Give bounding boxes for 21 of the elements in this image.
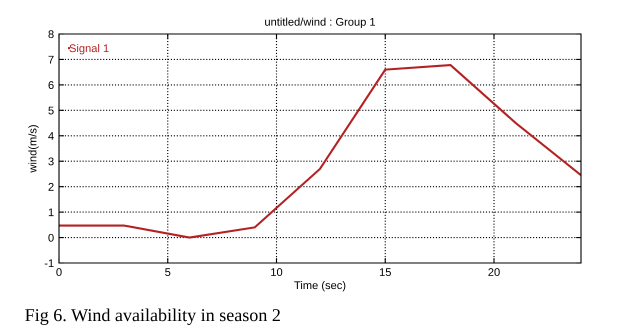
y-tick-label: 7 (48, 56, 54, 64)
x-tick-label: 0 (56, 268, 62, 276)
y-tick-label: -1 (44, 259, 54, 268)
y-tick-label: 4 (48, 132, 54, 140)
x-axis-title: Time (sec) (294, 280, 346, 292)
y-tick-label: 2 (48, 182, 54, 191)
y-tick-label: 1 (48, 208, 54, 216)
caption: Fig 6. Wind availability in season 2 (25, 308, 280, 325)
y-tick-label: 8 (48, 30, 54, 38)
chart-title: untitled/wind : Group 1 (265, 18, 376, 28)
y-tick-label: 0 (48, 234, 54, 242)
line-series (59, 64, 581, 239)
x-tick-label: 5 (165, 268, 170, 276)
y-tick-label: 6 (48, 81, 54, 90)
y-axis-title: wind(m/s) (28, 125, 39, 173)
y-tick-label: 5 (48, 106, 54, 114)
x-tick-label: 10 (271, 268, 282, 276)
legend-label: Signal 1 (70, 44, 109, 54)
y-tick-label: 3 (48, 157, 54, 166)
x-tick-label: 20 (488, 268, 500, 276)
x-tick-label: 15 (380, 268, 391, 276)
